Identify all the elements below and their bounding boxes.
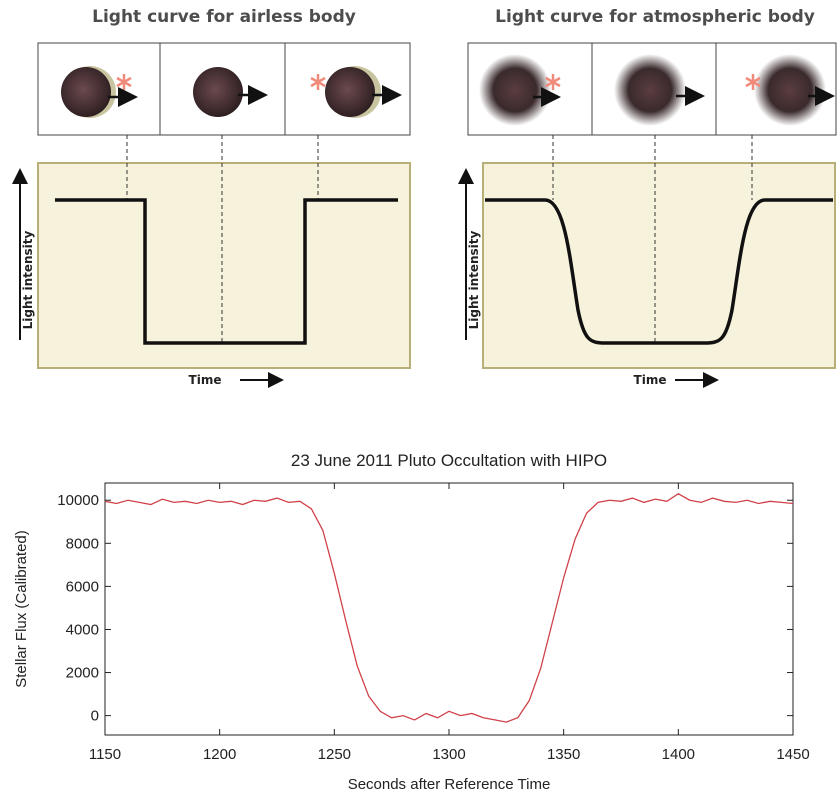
y-tick-label: 4000 <box>66 621 99 638</box>
x-axis-label: Seconds after Reference Time <box>348 776 551 793</box>
data-line <box>104 493 794 723</box>
x-tick-label: 1450 <box>776 746 809 763</box>
chart-title: 23 June 2011 Pluto Occultation with HIPO <box>291 451 607 470</box>
x-tick-label: 1150 <box>89 746 121 763</box>
axis-label: Time <box>189 373 222 387</box>
plot-frame <box>104 482 794 736</box>
airless-diagram: Light curve for airless body Light inten… <box>12 7 411 388</box>
y-tick-label: 8000 <box>66 535 99 552</box>
diagram-title: Light curve for atmospheric body <box>495 7 815 27</box>
axis-label: Light intensity <box>467 230 481 329</box>
y-tick-label: 0 <box>91 708 99 725</box>
y-tick-label: 2000 <box>66 665 99 682</box>
x-tick-label: 1400 <box>662 746 695 763</box>
axis-label: Light intensity <box>21 230 35 329</box>
atmospheric-diagram: Light curve for atmospheric body Light i… <box>458 7 837 388</box>
x-tick-label: 1200 <box>203 746 236 763</box>
y-tick-label: 10000 <box>57 492 99 509</box>
x-tick-label: 1300 <box>432 746 465 763</box>
y-axis-label: Stellar Flux (Calibrated) <box>13 530 30 688</box>
x-tick-label: 1350 <box>547 746 580 763</box>
y-tick-label: 6000 <box>66 578 99 595</box>
diagram-title: Light curve for airless body <box>92 7 356 27</box>
axis-label: Time <box>634 373 667 387</box>
x-tick-label: 1250 <box>318 746 351 763</box>
